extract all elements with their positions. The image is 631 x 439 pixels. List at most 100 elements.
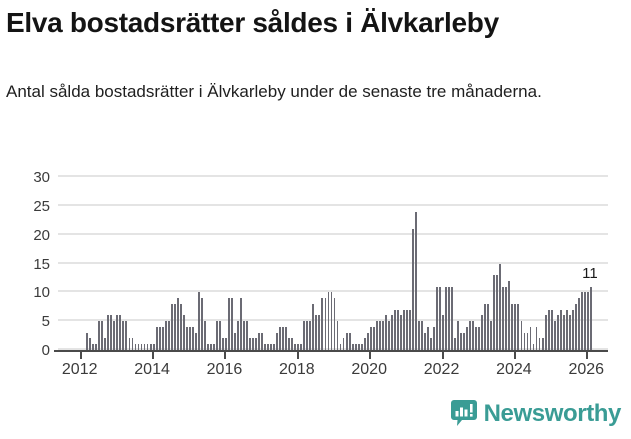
bar — [170, 303, 173, 350]
bar — [104, 338, 107, 350]
x-axis-line — [54, 350, 608, 352]
bar — [258, 332, 261, 350]
bar — [360, 344, 363, 350]
x-axis-tick — [152, 352, 155, 359]
bar — [95, 344, 98, 350]
x-axis-tick-label: 2012 — [61, 361, 98, 378]
bar — [221, 338, 224, 350]
bar — [417, 321, 420, 350]
bar — [318, 315, 321, 350]
bar — [354, 344, 357, 350]
bar — [472, 321, 475, 350]
bar — [206, 344, 209, 350]
bar — [363, 338, 366, 350]
bar — [288, 338, 291, 350]
bar — [285, 326, 288, 350]
bar — [583, 292, 586, 350]
bar — [203, 321, 206, 350]
bar — [586, 292, 589, 350]
bar — [336, 321, 339, 350]
bar — [523, 332, 526, 350]
bar — [110, 315, 113, 350]
bar — [237, 321, 239, 350]
bar — [556, 315, 559, 350]
bar — [101, 321, 104, 350]
bar — [508, 280, 511, 350]
y-axis-tick-label: 0 — [41, 342, 50, 359]
x-axis-tick — [369, 352, 372, 359]
bar — [294, 344, 297, 350]
bar — [502, 286, 505, 350]
bar — [378, 321, 381, 350]
gridlines — [58, 175, 608, 350]
bar — [309, 321, 312, 350]
bar — [405, 309, 408, 350]
bar — [149, 344, 152, 350]
bar — [188, 326, 191, 350]
bar — [312, 303, 315, 350]
bar — [167, 321, 170, 350]
bar — [568, 315, 571, 350]
bar — [116, 315, 119, 350]
bar — [427, 326, 429, 350]
y-axis-tick-label: 15 — [33, 255, 50, 273]
gridline — [58, 290, 608, 293]
x-axis-tick — [296, 352, 299, 359]
bar — [119, 315, 122, 350]
bar — [86, 332, 89, 350]
bar — [529, 326, 532, 350]
bar — [466, 326, 469, 350]
bar — [541, 338, 544, 350]
bar — [372, 326, 375, 350]
value-annotation: 11 — [582, 264, 598, 282]
bar — [137, 344, 140, 350]
bar — [261, 332, 264, 350]
bar — [125, 321, 128, 350]
bar — [225, 338, 227, 350]
bar — [300, 344, 303, 350]
bar — [279, 326, 282, 350]
bar — [267, 344, 270, 350]
newsworthy-logo[interactable]: Newsworthy — [450, 399, 622, 427]
bar — [535, 326, 538, 350]
bar — [282, 326, 285, 350]
bar — [421, 321, 423, 350]
bar — [487, 303, 490, 350]
bar — [191, 326, 194, 350]
page-title: Elva bostadsrätter såldes i Älvkarleby — [6, 7, 499, 38]
bar — [589, 286, 592, 350]
bar — [448, 286, 451, 350]
bar — [562, 315, 565, 350]
bar — [430, 338, 432, 350]
bar — [276, 332, 279, 350]
bar — [212, 344, 215, 350]
bar — [176, 298, 179, 350]
bar — [197, 292, 200, 350]
bar — [146, 344, 149, 350]
x-axis-tick-label: 2018 — [279, 361, 315, 378]
bar — [481, 315, 484, 350]
bar — [517, 303, 520, 350]
x-axis-tick-label: 2024 — [496, 361, 532, 378]
bar — [134, 344, 137, 350]
x-axis-tick — [586, 352, 589, 359]
bar — [490, 321, 493, 350]
y-axis-tick-label: 20 — [33, 226, 50, 244]
bar — [264, 344, 267, 350]
bar — [402, 309, 405, 350]
bar — [478, 326, 481, 350]
bar — [463, 332, 466, 350]
newsworthy-logo-text: Newsworthy — [483, 399, 622, 427]
bar — [493, 275, 496, 350]
bar — [306, 321, 309, 350]
bar — [520, 321, 523, 350]
bar — [505, 286, 508, 350]
bar — [194, 332, 197, 350]
bar — [215, 321, 218, 350]
bar — [98, 321, 101, 350]
bar — [436, 286, 438, 350]
newsworthy-bar-chart-bubble-icon — [450, 400, 477, 427]
bar — [445, 286, 448, 350]
bar — [345, 332, 348, 350]
